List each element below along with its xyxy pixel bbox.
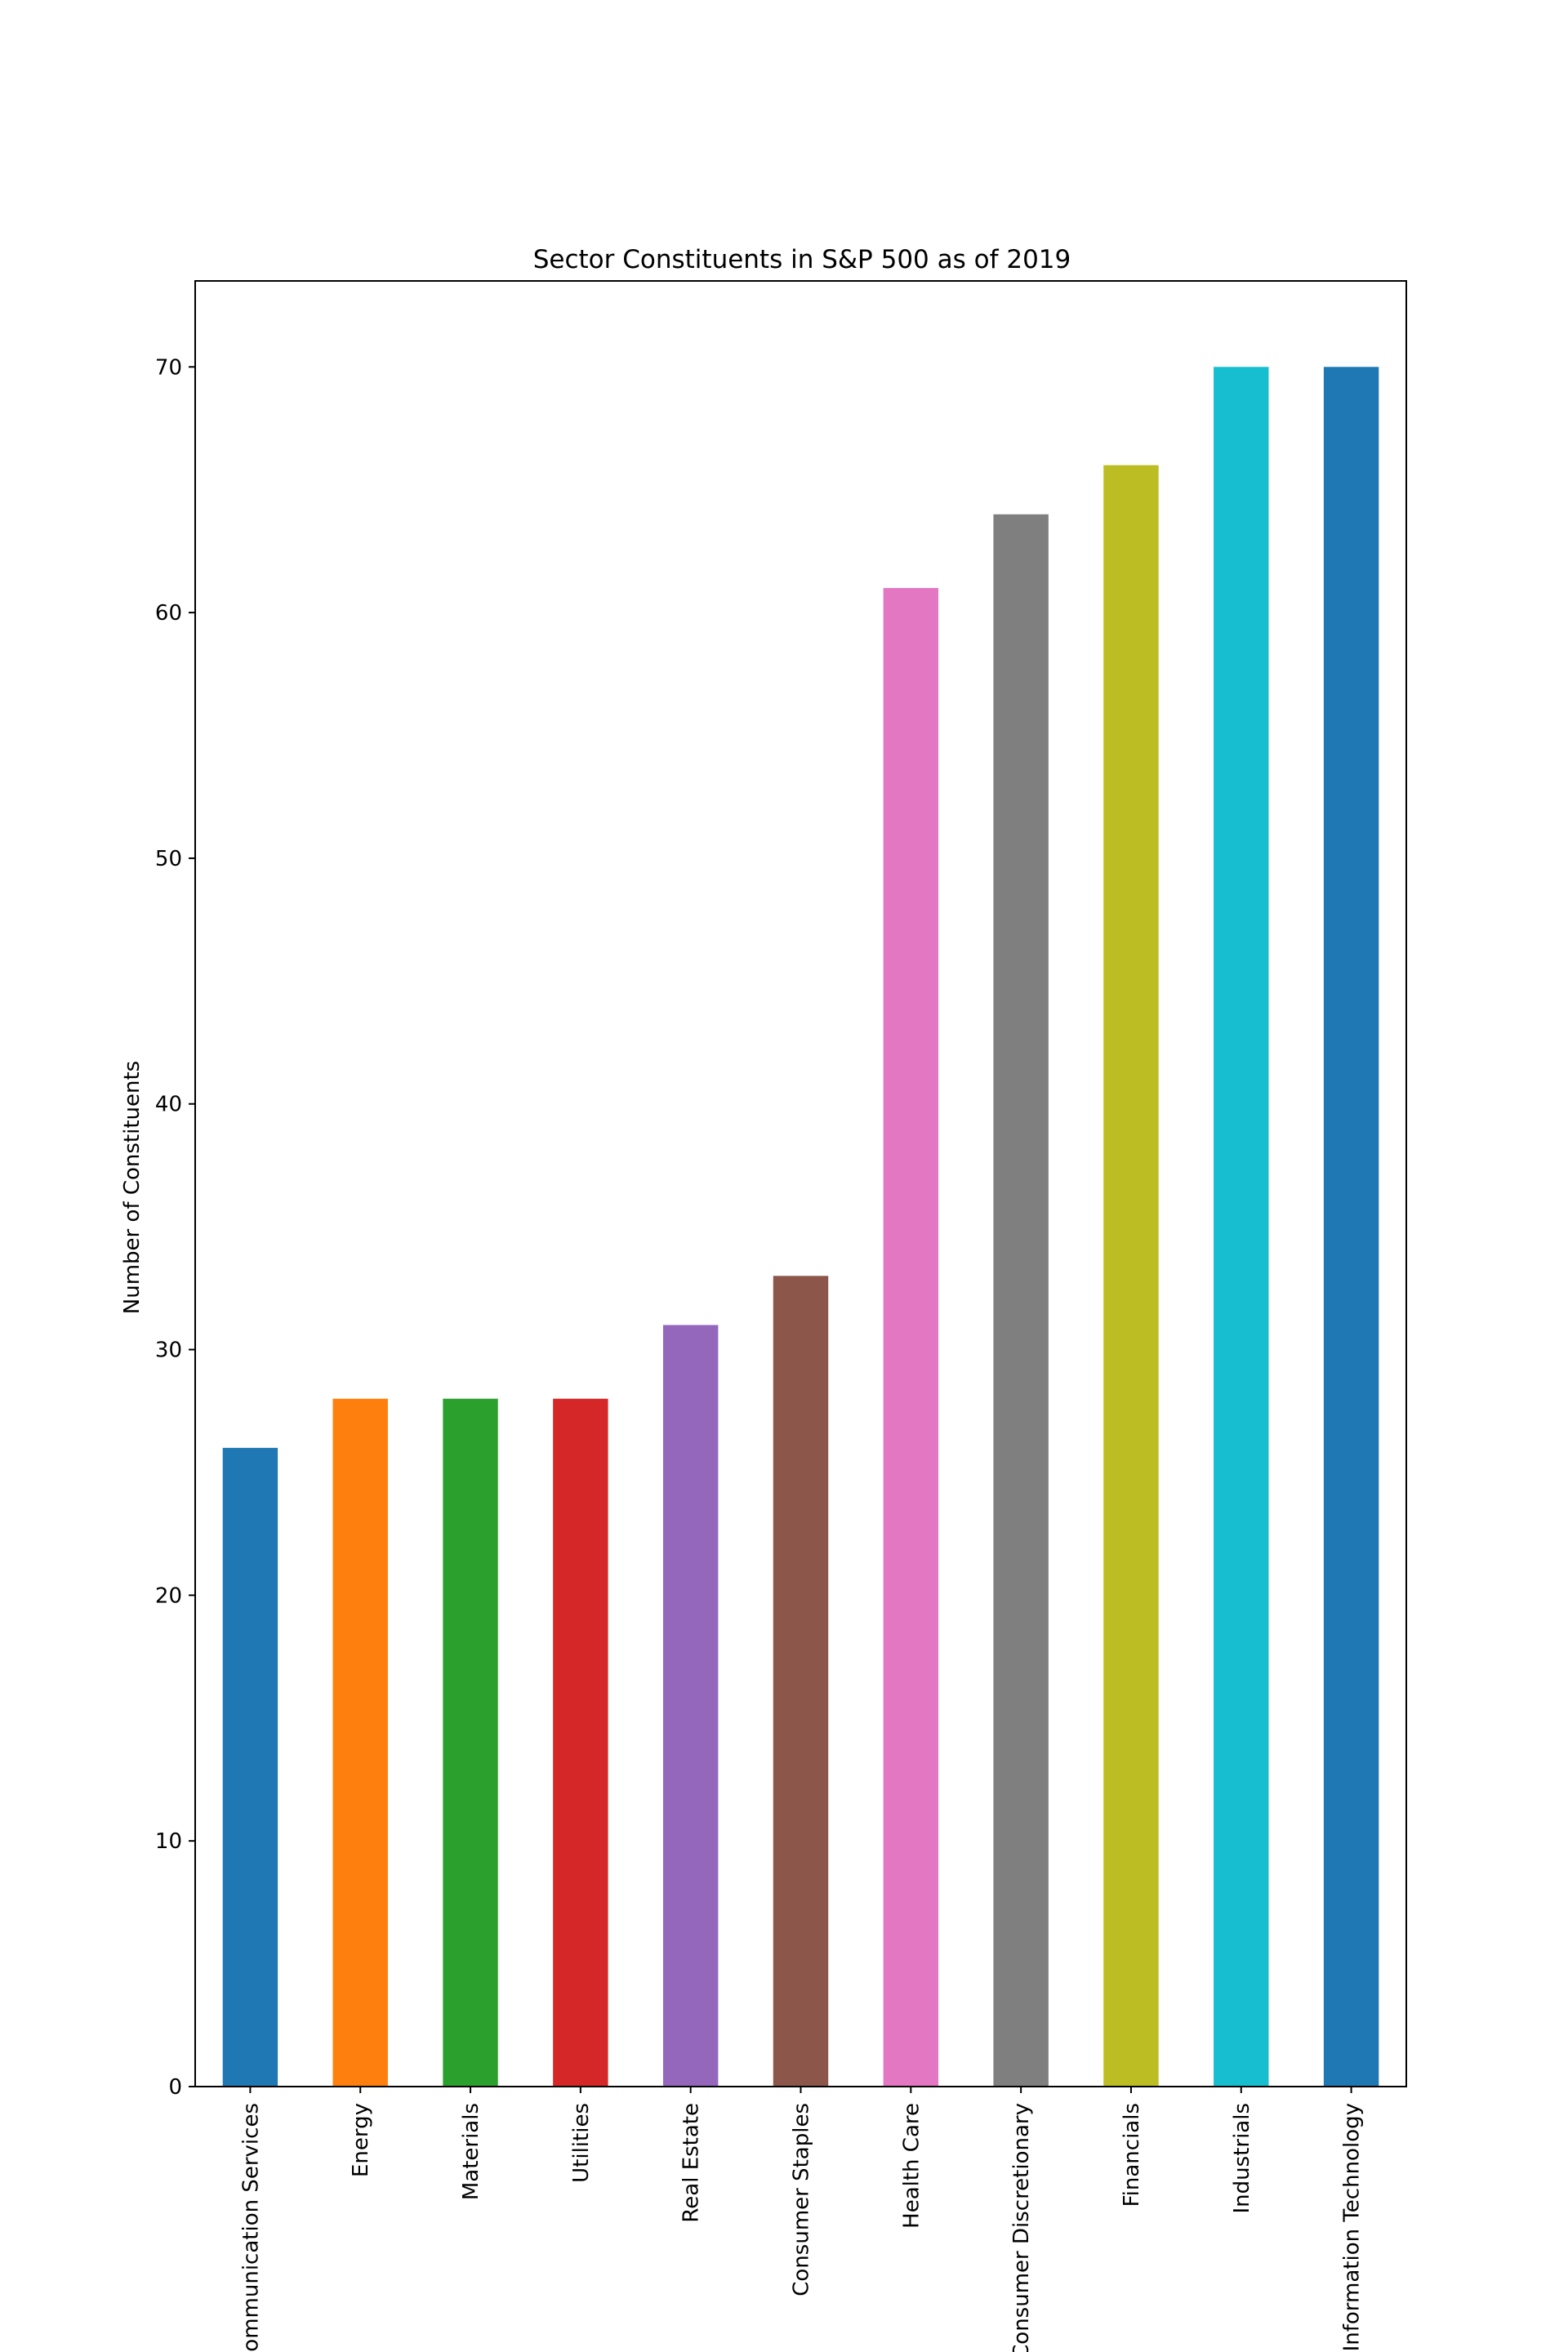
y-tick-label: 70: [155, 355, 182, 380]
y-tick-label: 40: [155, 1093, 182, 1117]
bar: [662, 1325, 719, 2087]
y-tick-label: 60: [155, 601, 182, 626]
bar: [993, 514, 1049, 2087]
bar: [222, 1447, 278, 2087]
bar: [443, 1398, 498, 2087]
x-tick-label: Energy: [349, 2103, 373, 2177]
y-tick-label: 50: [155, 847, 182, 871]
x-tick-label: Consumer Staples: [790, 2103, 814, 2296]
bar: [1103, 465, 1159, 2087]
bar: [1323, 367, 1379, 2087]
plot-area-frame: [194, 280, 1407, 2087]
y-tick-label: 0: [168, 2075, 182, 2100]
x-tick-label: Utilities: [569, 2103, 594, 2183]
x-axis-ticks: Communication Services Energy Materials Uti…: [238, 2087, 1365, 2352]
bar: [553, 1398, 608, 2087]
chart-title: Sector Constituents in S&P 500 as of 201…: [533, 245, 1071, 274]
y-axis-ticks: 0 10 20 30 40 50 60 70: [155, 355, 195, 2100]
x-tick-label: Information Technology: [1340, 2103, 1365, 2351]
x-tick-label: Real Estate: [679, 2103, 704, 2223]
bar: [773, 1276, 829, 2087]
bar: [1214, 367, 1269, 2087]
x-tick-label: Industrials: [1230, 2103, 1254, 2213]
y-axis-label: Number of Constituents: [120, 1061, 145, 1314]
y-tick-label: 30: [155, 1339, 182, 1363]
bar: [883, 588, 939, 2087]
bars: [222, 367, 1379, 2087]
x-tick-label: Health Care: [899, 2103, 924, 2229]
x-tick-label: Materials: [459, 2103, 483, 2200]
y-tick-label: 20: [155, 1584, 182, 1608]
bar: [332, 1398, 388, 2087]
x-tick-label: Consumer Discretionary: [1009, 2103, 1034, 2352]
y-tick-label: 10: [155, 1829, 182, 1854]
x-tick-label: Communication Services: [238, 2103, 263, 2352]
x-tick-label: Financials: [1120, 2103, 1144, 2207]
